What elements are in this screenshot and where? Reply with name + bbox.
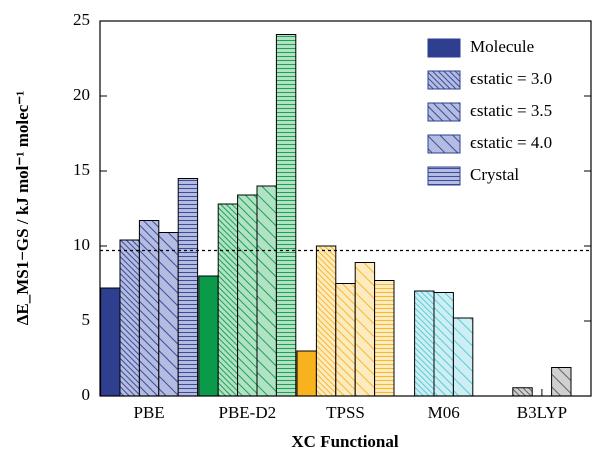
x-tick-label: B3LYP [517, 403, 567, 422]
y-axis-label: ΔE_MS1−GS / kJ mol⁻¹ molec⁻¹ [13, 91, 32, 326]
legend-swatch [427, 134, 461, 154]
legend-swatch [427, 38, 461, 58]
legend-label: Crystal [470, 165, 519, 184]
bar [237, 194, 258, 397]
bar [100, 287, 121, 397]
bar [433, 292, 454, 397]
bar [217, 203, 239, 397]
x-tick-label: PBE-D2 [218, 403, 276, 422]
x-axis-label: XC Functional [291, 432, 398, 451]
bar [452, 317, 474, 397]
legend-label: Molecule [470, 37, 534, 56]
y-tick-label: 25 [73, 10, 90, 29]
bar [414, 290, 435, 397]
x-tick-label: M06 [428, 403, 460, 422]
x-tick-label: PBE [134, 403, 165, 422]
y-tick-label: 15 [73, 160, 90, 179]
legend-swatch [427, 166, 461, 186]
bar [551, 367, 572, 397]
bar [296, 350, 317, 397]
legend-label: ϵstatic = 4.0 [470, 133, 552, 152]
bar [158, 232, 179, 397]
x-tick-label: TPSS [326, 403, 365, 422]
bar [119, 239, 140, 397]
legend-swatch [427, 102, 461, 122]
y-tick-label: 5 [82, 310, 91, 329]
bar [374, 280, 395, 397]
bar [198, 275, 219, 397]
y-tick-label: 0 [82, 385, 91, 404]
legend-swatch [427, 70, 461, 90]
y-tick-label: 10 [73, 235, 90, 254]
legend-label: ϵstatic = 3.5 [470, 101, 552, 120]
bar [275, 34, 297, 397]
bar [138, 220, 160, 397]
plot-frame [99, 20, 592, 397]
bar [335, 283, 356, 397]
bar [315, 245, 337, 397]
bar [177, 178, 199, 397]
bar [512, 387, 533, 397]
bar [354, 262, 376, 397]
bar [256, 185, 277, 397]
legend-label: ϵstatic = 3.0 [470, 69, 552, 88]
y-tick-label: 20 [73, 85, 90, 104]
